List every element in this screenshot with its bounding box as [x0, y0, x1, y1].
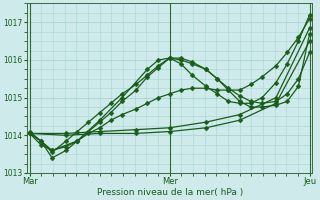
X-axis label: Pression niveau de la mer( hPa ): Pression niveau de la mer( hPa )	[97, 188, 243, 197]
